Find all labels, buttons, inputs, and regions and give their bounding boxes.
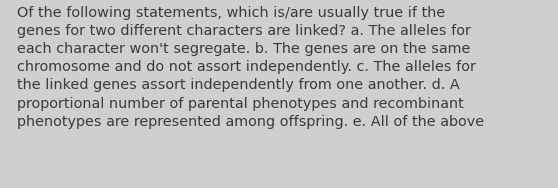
Text: Of the following statements, which is/are usually true if the
genes for two diff: Of the following statements, which is/ar… [17, 6, 484, 129]
